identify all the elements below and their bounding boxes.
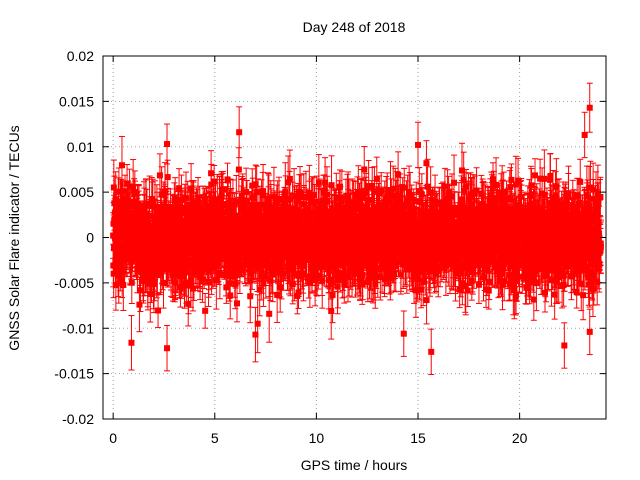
chart-title: Day 248 of 2018 (303, 19, 406, 35)
y-tick-label: -0.005 (54, 275, 94, 291)
x-tick-label: 0 (109, 430, 117, 446)
y-tick-label: 0.005 (59, 184, 94, 200)
x-tick-label: 15 (410, 430, 426, 446)
data-point (155, 292, 162, 329)
x-axis-title: GPS time / hours (301, 457, 408, 473)
x-tick-label: 20 (512, 430, 528, 446)
y-tick-label: -0.02 (62, 411, 94, 427)
grid-lines (103, 56, 606, 419)
y-tick-label: 0.015 (59, 93, 94, 109)
y-tick-label: -0.01 (62, 320, 94, 336)
y-tick-label: 0 (86, 230, 94, 246)
data-points (110, 82, 604, 376)
y-axis-title: GNSS Solar Flare indicator / TECUs (6, 125, 22, 350)
y-tick-label: -0.015 (54, 366, 94, 382)
y-tick-label: 0.02 (67, 48, 94, 64)
x-tick-label: 10 (309, 430, 325, 446)
y-tick-label: 0.01 (67, 139, 94, 155)
x-tick-label: 5 (211, 430, 219, 446)
